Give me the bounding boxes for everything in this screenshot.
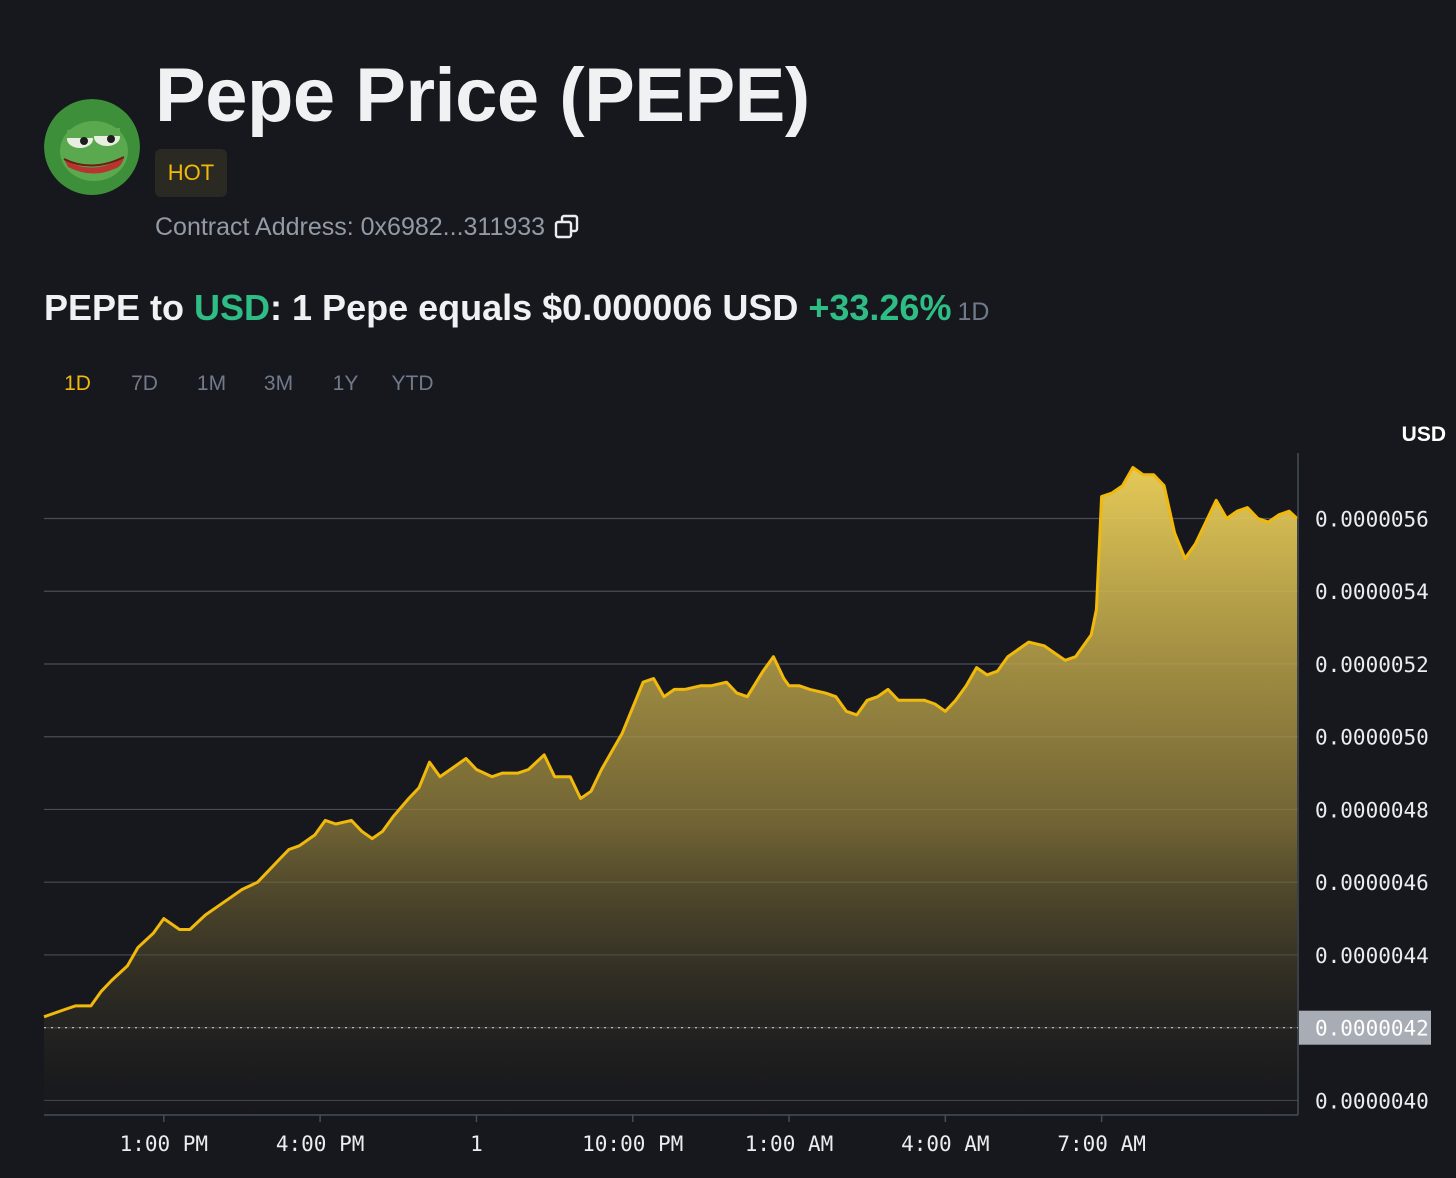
- time-range-tabs: 1D 7D 1M 3M 1Y YTD: [44, 368, 446, 400]
- y-tick-label: 0.0000044: [1315, 944, 1429, 968]
- x-tick-label: 10:00 PM: [582, 1132, 683, 1156]
- reference-price-label: 0.0000042: [1315, 1017, 1429, 1041]
- contract-address-label: Contract Address: 0x6982...311933: [155, 213, 546, 241]
- contract-address: Contract Address: 0x6982...311933: [155, 210, 581, 244]
- y-tick-label: 0.0000054: [1315, 580, 1429, 604]
- pepe-frog-avatar-icon: [44, 99, 140, 195]
- tab-1y[interactable]: 1Y: [332, 372, 359, 395]
- y-tick-label: 0.0000050: [1315, 726, 1429, 750]
- price-change: +33.26%: [808, 287, 952, 328]
- conversion-rate: PEPE to USD: 1 Pepe equals $0.000006 USD…: [44, 285, 989, 335]
- x-tick-label: 4:00 PM: [276, 1132, 365, 1156]
- y-tick-label: 0.0000056: [1315, 507, 1429, 531]
- pair-quote-link[interactable]: USD: [194, 287, 271, 328]
- hot-badge: HOT: [155, 149, 227, 197]
- y-tick-label: 0.0000046: [1315, 871, 1429, 895]
- tab-1d[interactable]: 1D: [64, 372, 91, 395]
- pair-base: PEPE to: [44, 287, 195, 328]
- x-tick-label: 1: [470, 1132, 483, 1156]
- change-period: 1D: [957, 298, 990, 326]
- tab-ytd[interactable]: YTD: [391, 372, 434, 395]
- y-tick-label: 0.0000040: [1315, 1089, 1429, 1113]
- price-area-fill: [44, 467, 1297, 1115]
- x-tick-label: 1:00 AM: [745, 1132, 834, 1156]
- y-tick-label: 0.0000052: [1315, 653, 1429, 677]
- tab-3m[interactable]: 3M: [263, 372, 294, 395]
- x-tick-label: 7:00 AM: [1057, 1132, 1146, 1156]
- reference-price-tag: [1299, 1010, 1431, 1045]
- price-line: [43, 466, 1299, 1019]
- tab-7d[interactable]: 7D: [131, 372, 158, 395]
- rate-statement: : 1 Pepe equals $0.000006 USD: [270, 287, 809, 328]
- copy-icon[interactable]: [553, 213, 581, 241]
- tab-1m[interactable]: 1M: [196, 372, 227, 395]
- y-axis-unit-label: USD: [1402, 423, 1446, 446]
- y-tick-label: 0.0000048: [1315, 798, 1429, 822]
- x-tick-label: 1:00 PM: [120, 1132, 209, 1156]
- page-title: Pepe Price (PEPE): [155, 53, 810, 138]
- x-tick-label: 4:00 AM: [901, 1132, 990, 1156]
